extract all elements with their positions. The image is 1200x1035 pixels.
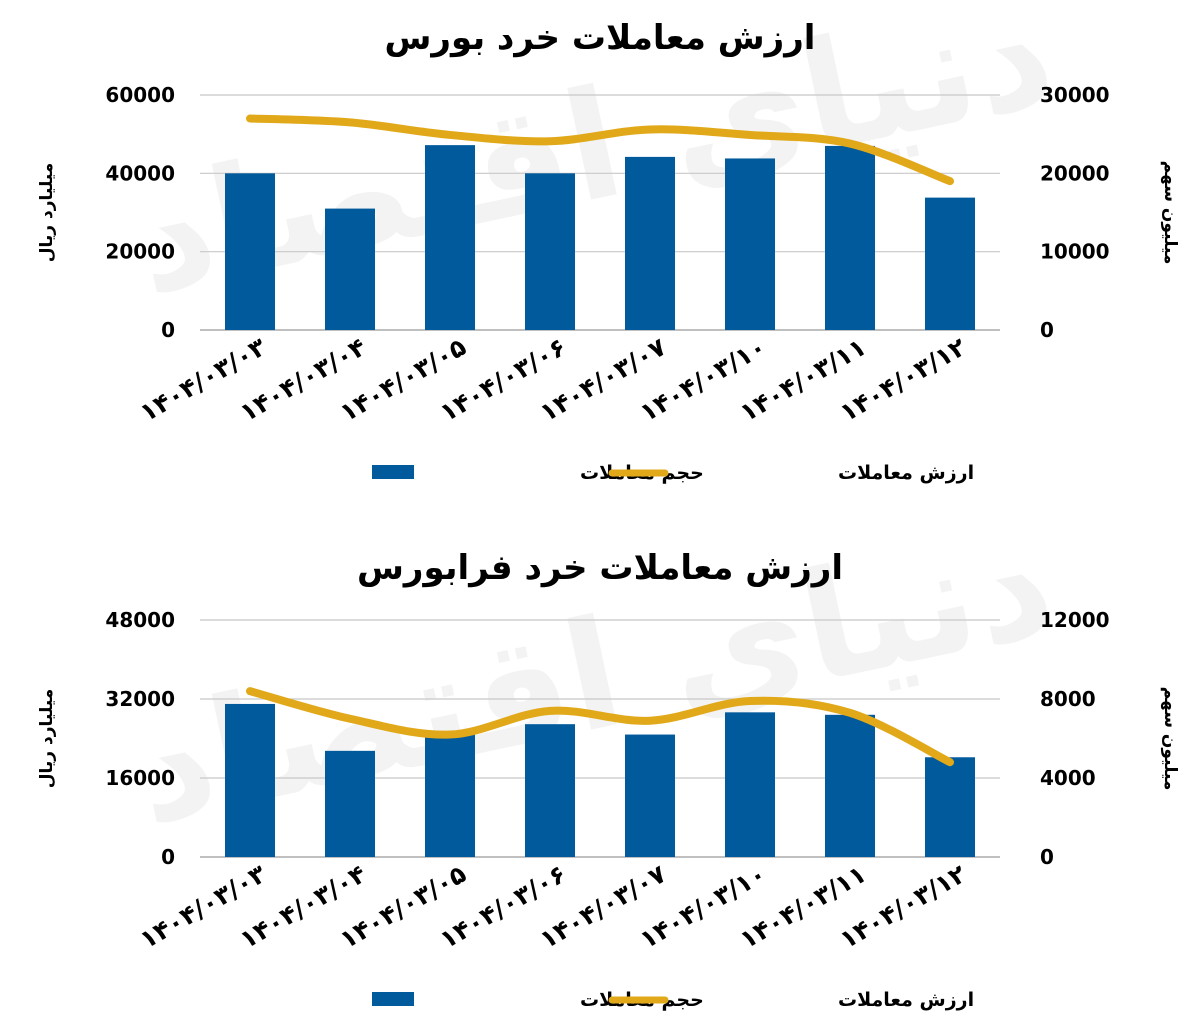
y-tick-label-right: 30000 — [1040, 83, 1110, 107]
y-tick-label-left: 60000 — [105, 83, 175, 107]
y-tick-label-left: 32000 — [105, 687, 175, 711]
bar — [525, 724, 575, 857]
y-tick-label-left: 20000 — [105, 240, 175, 264]
bar — [625, 156, 675, 330]
chart-svg: 48000 12000 32000 8000 16000 4000 0 0 میلیارد ری… — [37, 608, 1180, 1011]
bar — [825, 714, 875, 857]
legend-swatch-bar — [372, 992, 414, 1006]
y-axis-label-right: میلیون سهم — [1160, 161, 1180, 265]
legend-swatch-bar — [372, 465, 414, 479]
chart-bourse: دنیای اقتصاد ارزش معاملات خرد بورس 60000… — [0, 0, 1200, 505]
bar — [925, 197, 975, 330]
y-tick-label-right: 8000 — [1040, 687, 1096, 711]
bar — [325, 750, 375, 857]
y-tick-label-right: 0 — [1040, 845, 1054, 869]
y-tick-label-right: 20000 — [1040, 161, 1110, 185]
chart-title: ارزش معاملات خرد فرابورس — [356, 548, 843, 588]
y-tick-label-right: 12000 — [1040, 608, 1110, 632]
bar — [525, 173, 575, 330]
bar — [725, 712, 775, 857]
chart-svg: 60000 30000 40000 20000 20000 10000 0 0 میلیارد … — [37, 83, 1180, 484]
bar — [925, 757, 975, 857]
y-tick-label-left: 0 — [161, 318, 175, 342]
bar — [425, 145, 475, 330]
y-axis-label-right: میلیون سهم — [1160, 687, 1180, 791]
series-line — [246, 114, 954, 186]
bar — [225, 703, 275, 857]
y-tick-label-right: 0 — [1040, 318, 1054, 342]
legend-label-line: ارزش معاملات — [838, 462, 974, 484]
chart-farabourse: دنیای اقتصاد ارزش معاملات خرد فرابورس 48… — [0, 495, 1200, 1035]
bar — [425, 731, 475, 857]
y-tick-label-left: 48000 — [105, 608, 175, 632]
y-axis-label-left: میلیارد ریال — [37, 689, 57, 788]
y-tick-label-right: 10000 — [1040, 240, 1110, 264]
y-tick-label-left: 0 — [161, 845, 175, 869]
bar — [225, 173, 275, 330]
y-tick-label-left: 40000 — [105, 161, 175, 185]
bar — [825, 145, 875, 330]
series-line — [246, 687, 954, 767]
y-tick-label-left: 16000 — [105, 766, 175, 790]
chart-title: ارزش معاملات خرد بورس — [384, 18, 816, 58]
y-axis-label-left: میلیارد ریال — [37, 163, 57, 262]
y-tick-label-right: 4000 — [1040, 766, 1096, 790]
bar — [325, 208, 375, 330]
bar — [725, 158, 775, 330]
legend-label-line: ارزش معاملات — [838, 989, 974, 1011]
bar — [625, 734, 675, 857]
